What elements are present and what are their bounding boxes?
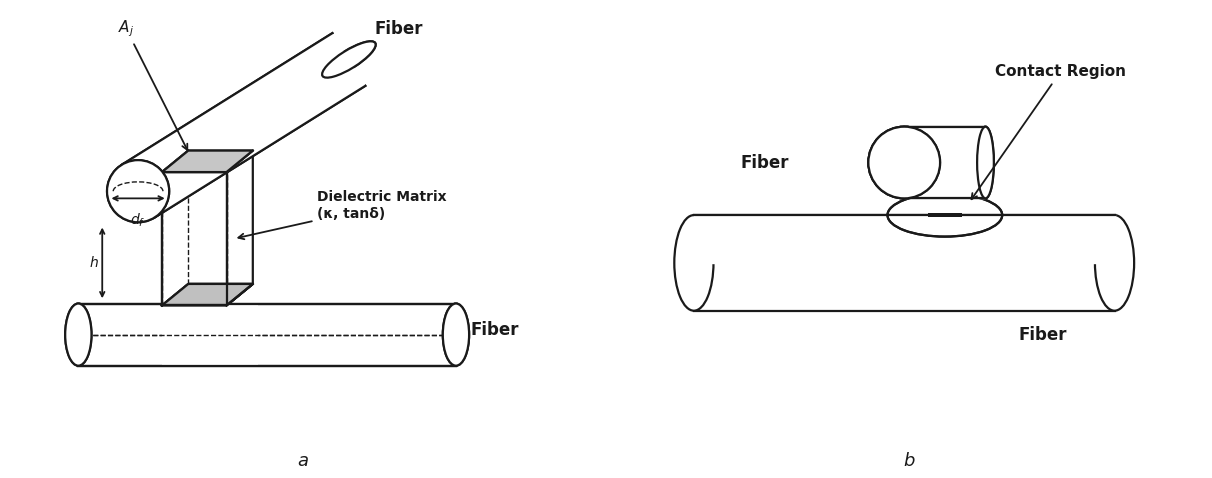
Text: $h$: $h$ [88, 255, 98, 271]
Polygon shape [162, 284, 253, 305]
Text: Dielectric Matrix
(κ, tanδ): Dielectric Matrix (κ, tanδ) [239, 190, 447, 239]
Ellipse shape [1094, 215, 1134, 311]
Text: a: a [297, 452, 309, 470]
Ellipse shape [442, 304, 469, 366]
Polygon shape [162, 151, 253, 172]
Circle shape [868, 127, 941, 198]
Ellipse shape [674, 215, 714, 311]
Polygon shape [121, 33, 365, 217]
Circle shape [868, 127, 941, 198]
Polygon shape [162, 151, 253, 172]
Polygon shape [162, 172, 227, 305]
Ellipse shape [322, 41, 376, 77]
Polygon shape [694, 215, 1115, 311]
Text: b: b [903, 452, 915, 470]
Bar [928, 213, 961, 217]
Polygon shape [904, 127, 985, 198]
Text: Fiber: Fiber [741, 153, 789, 172]
Ellipse shape [65, 304, 91, 366]
Ellipse shape [977, 127, 994, 198]
Ellipse shape [65, 304, 91, 366]
Polygon shape [694, 215, 1115, 263]
Polygon shape [227, 151, 253, 305]
Ellipse shape [442, 304, 469, 366]
Polygon shape [121, 33, 365, 217]
Text: Contact Region: Contact Region [972, 64, 1126, 199]
Ellipse shape [977, 127, 994, 198]
Polygon shape [162, 304, 258, 366]
Circle shape [107, 160, 170, 222]
Circle shape [868, 127, 941, 198]
Text: Fiber: Fiber [470, 321, 519, 339]
Ellipse shape [322, 41, 376, 77]
Polygon shape [904, 127, 985, 198]
Circle shape [107, 160, 170, 222]
Bar [928, 213, 961, 217]
Text: Fiber: Fiber [1018, 326, 1067, 344]
Text: $A_j$: $A_j$ [118, 18, 188, 150]
Polygon shape [162, 284, 253, 305]
Polygon shape [79, 304, 456, 366]
Text: $d_f$: $d_f$ [131, 212, 145, 229]
Text: Fiber: Fiber [375, 20, 423, 38]
Polygon shape [162, 284, 253, 305]
